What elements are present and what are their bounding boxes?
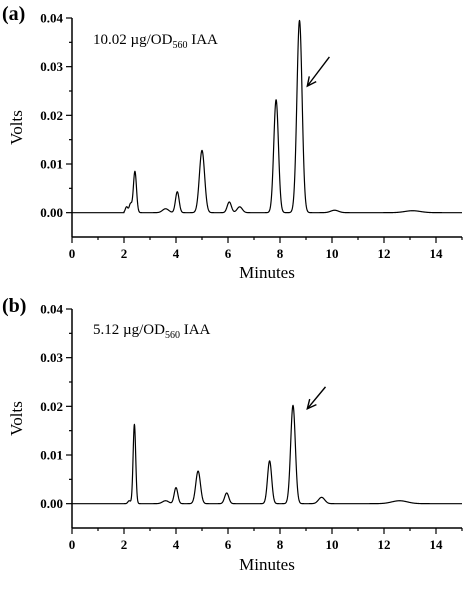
y-axis-title: Volts (7, 401, 26, 436)
x-axis-title: Minutes (239, 555, 295, 574)
x-tick-label: 14 (430, 246, 444, 261)
iaa-peak-arrow (306, 386, 327, 410)
x-tick-label: 8 (277, 246, 284, 261)
chart-panel-a: (a) 0 2 4 6 8 10 12 14 0.00 0.01 0.02 0.03 0.04 Minute… (2, 3, 463, 282)
x-tick-label: 0 (69, 537, 76, 552)
y-tick-label: 0.04 (40, 302, 63, 317)
panel-label: (a) (2, 3, 25, 25)
chromatogram-trace (72, 404, 463, 505)
y-tick-label: 0.04 (40, 11, 63, 26)
iaa-peak-arrow (306, 56, 330, 87)
y-tick-label: 0.03 (40, 350, 63, 365)
iaa-peak-arrowhead (306, 398, 317, 411)
x-tick-label: 4 (173, 537, 180, 552)
y-axis-title: Volts (7, 110, 26, 145)
y-tick-label: 0.02 (40, 108, 63, 123)
y-tick-label: 0.02 (40, 399, 63, 414)
x-tick-label: 2 (121, 246, 128, 261)
x-tick-label: 8 (277, 537, 284, 552)
x-tick-label: 4 (173, 246, 180, 261)
x-tick-label: 6 (225, 246, 232, 261)
y-tick-label: 0.01 (40, 448, 63, 463)
x-tick-label: 14 (430, 537, 444, 552)
x-tick-label: 0 (69, 246, 76, 261)
y-tick-label: 0.01 (40, 157, 63, 172)
iaa-peak-arrowhead (306, 76, 317, 88)
x-tick-label: 12 (378, 246, 391, 261)
y-tick-label: 0.03 (40, 59, 63, 74)
chart-panel-b: (b) 0 2 4 6 8 10 12 14 0.00 0.01 0.02 0.03 0.04 Minute… (2, 295, 463, 574)
x-tick-label: 6 (225, 537, 232, 552)
x-axis-title: Minutes (239, 263, 295, 282)
x-tick-label: 12 (378, 537, 391, 552)
x-tick-label: 10 (326, 537, 339, 552)
y-tick-label: 0.00 (40, 496, 63, 511)
panel-label: (b) (2, 295, 26, 317)
y-tick-label: 0.00 (40, 205, 63, 220)
x-tick-label: 10 (326, 246, 339, 261)
concentration-annotation: 10.02 µg/OD560 IAA (93, 32, 218, 51)
concentration-annotation: 5.12 µg/OD560 IAA (93, 322, 211, 341)
chromatogram-trace (72, 19, 463, 214)
x-tick-label: 2 (121, 537, 128, 552)
